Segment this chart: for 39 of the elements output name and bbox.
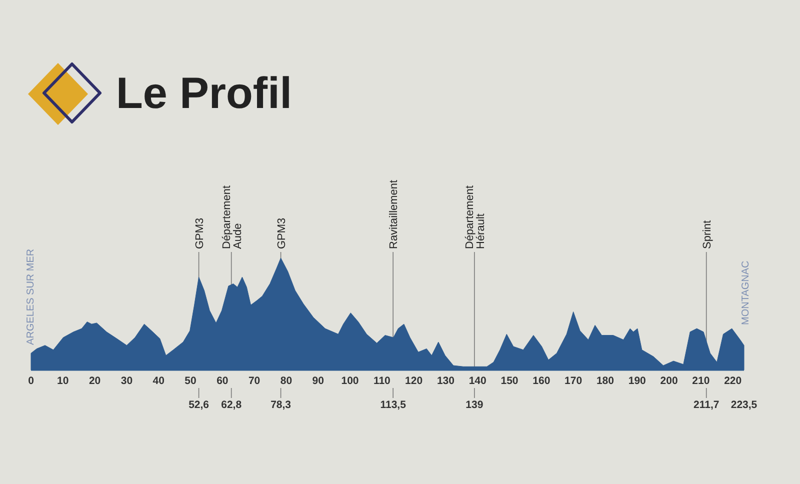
annotation: ARGELES SUR MER — [26, 248, 36, 345]
x-tick-label: 50 — [184, 375, 197, 387]
x-tick-label: 220 — [724, 375, 742, 387]
x-tick-label: 100 — [341, 375, 359, 387]
x-tick-label: 40 — [152, 375, 165, 387]
ref-line-label: GPM3 — [194, 218, 206, 249]
ref-line-label: Département Hérault — [464, 185, 487, 249]
x-tick-label: 170 — [564, 375, 582, 387]
x-tick-label: 160 — [532, 375, 550, 387]
x-tick-label: 150 — [500, 375, 518, 387]
x-tick-label: 20 — [88, 375, 101, 387]
x-tick-label: 130 — [436, 375, 455, 387]
x-tick-label: 110 — [373, 375, 391, 387]
x-tick-label: 30 — [120, 375, 133, 387]
ref-line-label: Département Aude — [220, 185, 244, 249]
x-tick-label: 200 — [660, 375, 678, 387]
x2-tick-label: 223,5 — [730, 399, 758, 411]
x-tick-label: 70 — [248, 375, 260, 387]
x-tick-label: 90 — [312, 375, 324, 387]
x-tick-label: 120 — [405, 375, 423, 387]
x2-tick-label: 52,6 — [188, 399, 210, 411]
x-tick-label: 10 — [57, 375, 69, 387]
x2-tick-label: 211,7 — [694, 399, 720, 411]
annotation: MONTAGNAC — [740, 260, 752, 325]
x-tick-label: 210 — [692, 375, 710, 387]
x-tick-label: 60 — [216, 375, 228, 387]
x2-tick-label: 113,5 — [380, 399, 406, 411]
x-tick-label: 140 — [468, 375, 487, 387]
ref-line-label: Ravitaillement — [388, 180, 400, 249]
x2-tick-label: 78,3 — [270, 399, 292, 411]
x-tick-label: 190 — [628, 375, 646, 387]
x-tick-label: 80 — [280, 375, 292, 387]
x-tick-label: 0 — [28, 375, 34, 387]
ref-line-label: Sprint — [701, 220, 714, 249]
x-tick-label: 180 — [596, 375, 614, 387]
ref-line-label: GPM3 — [276, 218, 288, 249]
chart-title: Le Profil — [116, 69, 292, 118]
x2-tick-label: 139 — [466, 399, 484, 411]
x2-tick-label: 62,8 — [221, 399, 242, 411]
